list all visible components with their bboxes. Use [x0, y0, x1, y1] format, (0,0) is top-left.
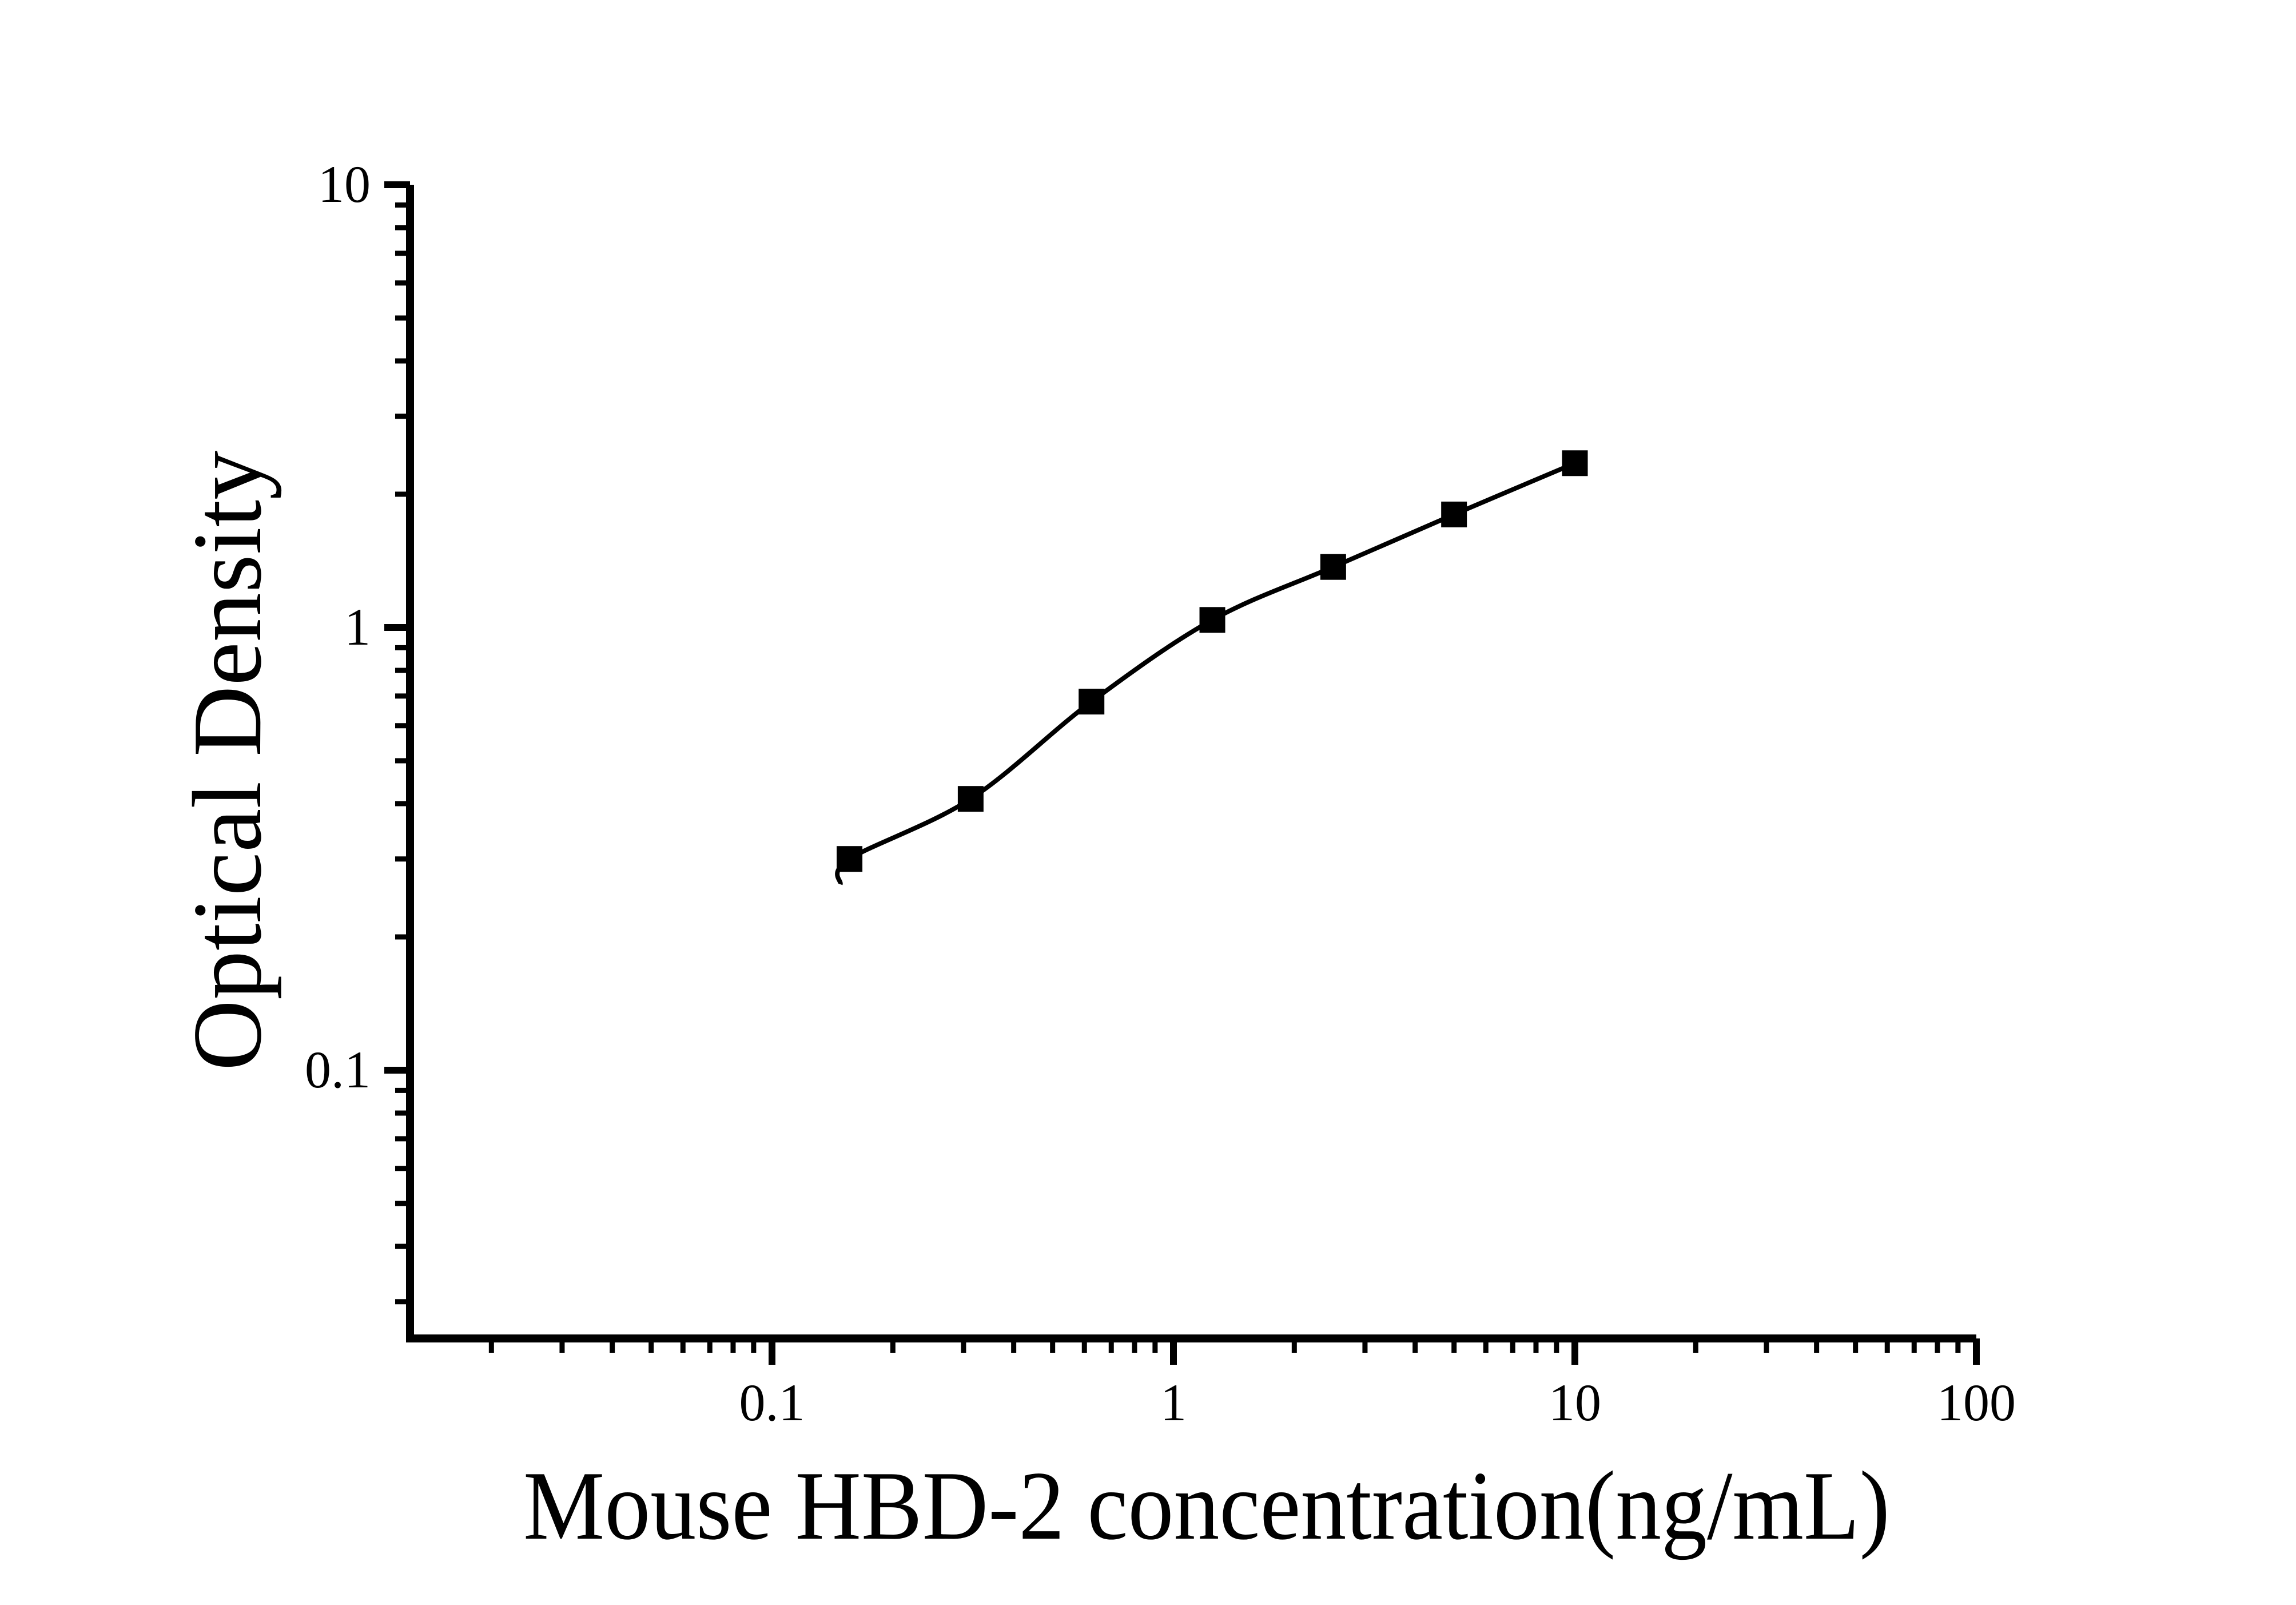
x-axis-ticks: [488, 1338, 1980, 1365]
axis-lines: [406, 185, 1976, 1342]
data-point-marker: [1320, 554, 1346, 580]
y-axis-title: Optical Density: [173, 451, 282, 1071]
x-tick-label: 1: [1160, 1373, 1187, 1432]
data-point-marker: [1199, 607, 1225, 633]
y-tick-label: 10: [318, 155, 371, 213]
x-axis-tick-labels: 0.1 1 10 100: [739, 1373, 2016, 1432]
data-point-marker: [1562, 450, 1588, 476]
x-tick-label: 0.1: [739, 1373, 805, 1432]
data-point-marker: [957, 786, 984, 812]
x-axis-title: Mouse HBD-2 concentration(ng/mL): [523, 1451, 1890, 1560]
y-axis-tick-labels: 10 1 0.1: [305, 155, 371, 1099]
data-points: [837, 450, 1588, 872]
axis-frame: [406, 185, 1976, 1342]
x-tick-label: 100: [1937, 1373, 2016, 1432]
data-point-marker: [837, 846, 863, 872]
data-point-marker: [1079, 689, 1105, 715]
y-tick-label: 1: [344, 598, 371, 656]
y-tick-label: 0.1: [305, 1040, 371, 1099]
y-axis-ticks: [384, 181, 410, 1305]
x-tick-label: 10: [1549, 1373, 1601, 1432]
data-point-marker: [1441, 501, 1467, 527]
